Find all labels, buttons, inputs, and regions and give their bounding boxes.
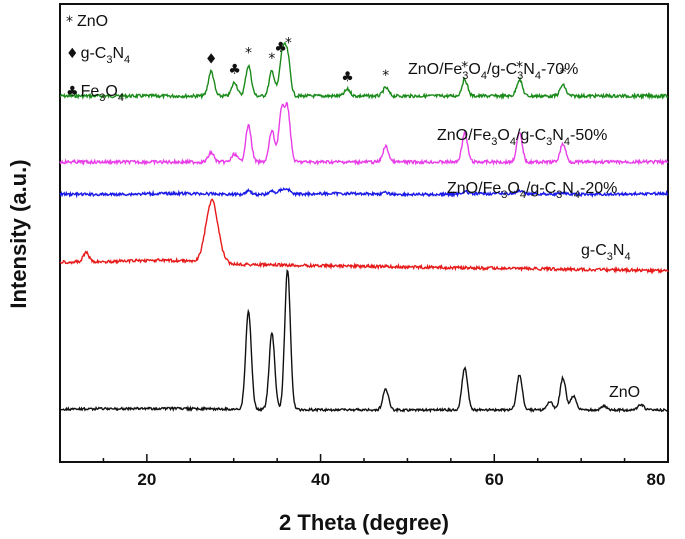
x-tick-label: 20: [137, 470, 156, 489]
peak-marker-6: ♣: [341, 69, 354, 85]
peak-marker-3: *: [268, 51, 275, 67]
peak-marker-10: *: [559, 65, 566, 81]
y-axis-title: Intensity (a.u.): [6, 159, 31, 308]
series-line-1: [59, 101, 669, 166]
peak-marker-8: *: [461, 60, 468, 76]
series-label-70: ZnO/Fe3O4/g-C3N4-70%: [408, 61, 578, 82]
x-axis-title: 2 Theta (degree): [279, 510, 449, 535]
peak-marker-1: ♣: [228, 62, 241, 78]
legend-entry-gc3n4: ♦ g-C3N4: [66, 45, 130, 66]
peak-marker-7: *: [382, 68, 389, 84]
peak-marker-5: *: [285, 36, 292, 52]
series-label-20: ZnO/Fe3O4/g-C3N4-20%: [447, 180, 617, 201]
legend-entry-fe3o4: ♣ Fe3O4: [66, 83, 124, 104]
series-layer: [59, 42, 669, 414]
tick-layer: 20 40 60 80: [59, 454, 669, 489]
series-label-gc3n4: g-C3N4: [581, 242, 631, 263]
series-label-zno: ZnO: [609, 384, 640, 401]
legend: * ZnO ♦ g-C3N4 ♣ Fe3O4: [66, 13, 130, 104]
peak-marker-9: *: [516, 60, 523, 76]
peak-marker-4: ♣: [274, 40, 287, 56]
x-tick-label: 40: [311, 470, 330, 489]
marker-layer: ♦♣* *♣*♣ ** * *: [205, 36, 567, 86]
series-line-4: [59, 268, 669, 414]
x-tick-label: 60: [485, 470, 504, 489]
peak-marker-2: *: [245, 46, 252, 62]
legend-entry-zno: * ZnO: [66, 13, 108, 30]
series-line-0: [59, 42, 669, 101]
peak-marker-0: ♦: [205, 51, 218, 67]
series-line-2: [59, 187, 669, 199]
x-tick-label: 80: [647, 470, 666, 489]
series-line-3: [59, 198, 669, 275]
